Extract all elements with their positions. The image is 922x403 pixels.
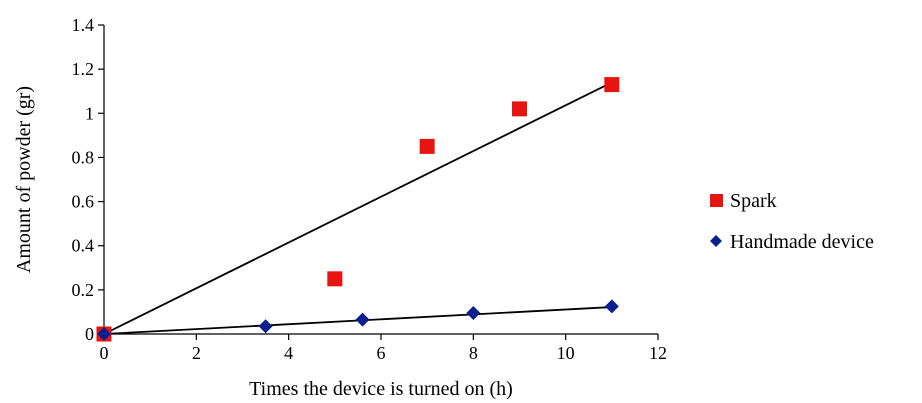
y-ticks: 0 0.2 0.4 0.6 0.8 1 1.2 1.4	[72, 15, 104, 344]
point-spark	[604, 77, 620, 93]
point-spark	[327, 271, 343, 287]
y-tick-label: 0.4	[72, 236, 95, 256]
y-tick-label: 0.8	[72, 147, 95, 167]
legend-marker-handmade-device	[710, 235, 722, 247]
point-handmade-device	[97, 327, 111, 341]
x-tick-label: 10	[557, 343, 575, 363]
x-tick-label: 2	[192, 343, 201, 363]
point-spark	[512, 101, 527, 117]
point-spark	[419, 138, 435, 154]
y-tick-label: 1.2	[72, 59, 95, 79]
data-points	[96, 77, 620, 342]
y-tick-label: 1	[85, 103, 94, 123]
x-tick-label: 12	[649, 343, 667, 363]
legend-marker-spark	[710, 194, 723, 207]
x-tick-label: 0	[100, 343, 109, 363]
legend-label-handmade-device: Handmade device	[730, 231, 874, 253]
axes	[103, 25, 658, 335]
trendline-spark	[103, 81, 613, 335]
point-handmade-device	[258, 319, 273, 334]
y-tick-label: 0.2	[72, 280, 95, 300]
trendlines	[103, 81, 613, 335]
y-tick-label: 1.4	[72, 15, 95, 35]
x-ticks: 0 2 4 6 8 10 12	[100, 334, 667, 363]
point-handmade-device	[355, 312, 370, 327]
legend-label-spark: Spark	[730, 190, 777, 212]
x-tick-label: 8	[469, 343, 478, 363]
y-tick-label: 0	[85, 324, 94, 344]
point-handmade-device	[466, 306, 481, 321]
legend: Spark Handmade device	[710, 190, 874, 253]
y-tick-label: 0.6	[72, 192, 95, 212]
x-axis-title: Times the device is turned on (h)	[249, 378, 513, 400]
y-axis-title: Amount of powder (gr)	[13, 86, 35, 273]
x-tick-label: 4	[284, 343, 293, 363]
x-tick-label: 6	[377, 343, 386, 363]
point-handmade-device	[604, 299, 619, 314]
